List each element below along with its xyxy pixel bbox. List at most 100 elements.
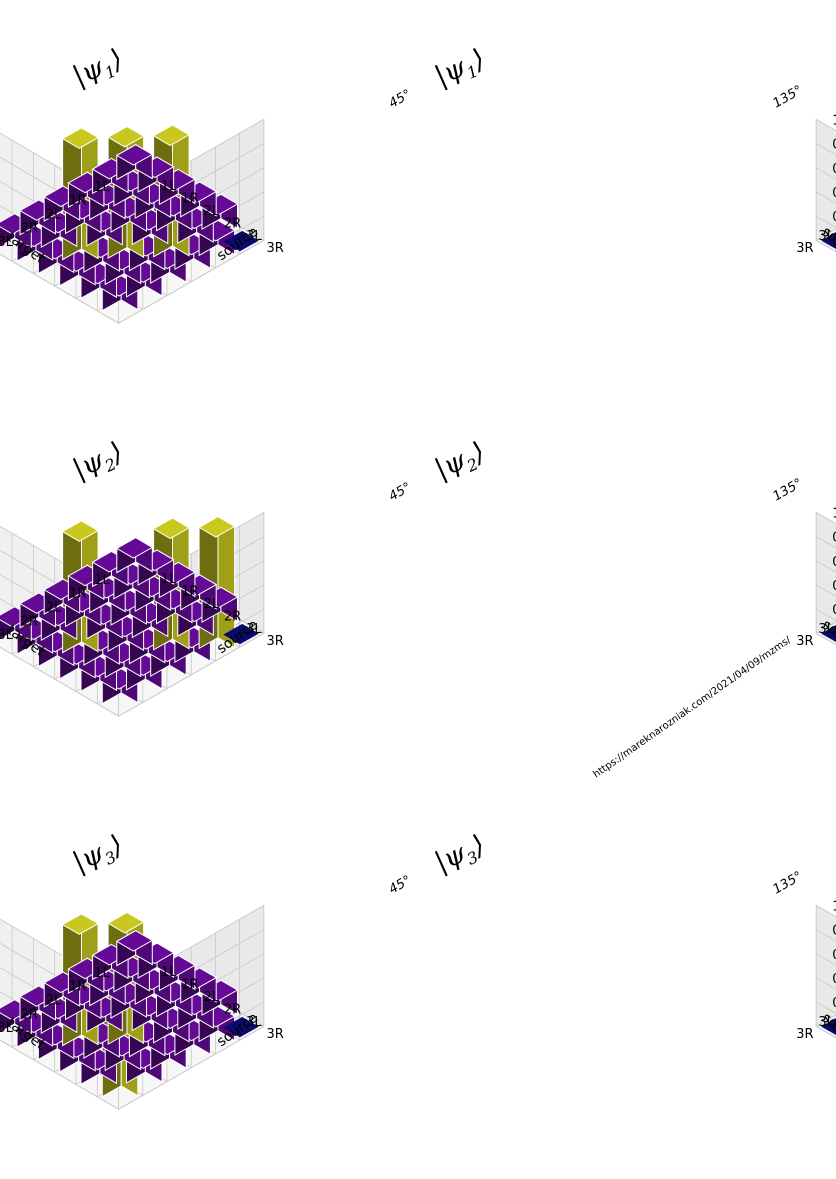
- z-tick-label: 0.0: [832, 1020, 836, 1035]
- bar: [115, 143, 154, 181]
- z-tick-label: 1.0: [832, 113, 836, 128]
- z-tick-label: 0.4: [832, 579, 836, 594]
- x-tick-label: 3R: [796, 634, 813, 649]
- x-tick-label: 2R: [224, 216, 241, 231]
- bar-top: [821, 1017, 836, 1035]
- y-tick-label: 3L: [0, 235, 14, 250]
- bar-side: [217, 515, 236, 649]
- bar: [18, 592, 57, 629]
- bar-top: [152, 517, 191, 540]
- bar-top: [115, 144, 154, 166]
- bar-top: [115, 537, 154, 559]
- z-tick-label: 0.4: [832, 186, 836, 201]
- view-angle-label: 45°: [387, 480, 414, 505]
- grid: [815, 119, 836, 253]
- bar: [223, 623, 259, 645]
- grid-line: [0, 1026, 264, 1110]
- panel-title: |ψ3⟩: [430, 829, 490, 881]
- panel-1-az135: 0.00.20.40.60.81.0P1L1L1R1R2L2L2R2R3L3L3…: [430, 43, 836, 264]
- bar-top: [61, 127, 100, 149]
- x-tick-label: 3L: [818, 229, 834, 244]
- y-tick-label: 2R: [21, 221, 38, 236]
- grid: [815, 905, 836, 1039]
- x-tick-label: 3L: [818, 622, 834, 637]
- category-ticks: 1L1L1R1R2L2L2R2R3L3L3R3R: [0, 572, 284, 649]
- x-tick-label: 2R: [224, 609, 241, 624]
- x-tick-label: 2R: [224, 1002, 241, 1017]
- panel-3-az45: 0.00.20.40.60.81.0P1L1L1R1R2L2L2R2R3L3L3…: [0, 829, 414, 1111]
- y-tick-label: 2L: [46, 208, 62, 223]
- bar: [821, 624, 836, 642]
- x-tick-label: 3L: [246, 229, 262, 244]
- panel-title: |ψ3⟩: [68, 829, 128, 881]
- grid-line: [816, 1026, 836, 1039]
- y-tick-label: 2L: [46, 994, 62, 1009]
- y-tick-label: 1R: [69, 980, 86, 995]
- view-angle-label: 135°: [771, 869, 806, 898]
- bars: [821, 624, 836, 642]
- y-tick-label: 1L: [94, 180, 110, 195]
- bars: [821, 1017, 836, 1035]
- category-ticks: 1L1L1R1R2L2L2R2R3L3L3R3R: [796, 229, 834, 256]
- x-tick-label: 3L: [246, 1015, 262, 1030]
- bars: [0, 911, 259, 1098]
- grid-line: [0, 240, 264, 324]
- view-angle-label: 45°: [387, 873, 414, 898]
- panel-title-text: |ψ2⟩: [68, 436, 128, 488]
- bar-top: [107, 125, 145, 148]
- z-tick-label: 0.2: [832, 603, 836, 618]
- panel-title: |ψ2⟩: [430, 436, 490, 488]
- y-tick-label: 2R: [21, 614, 38, 629]
- x-tick-label: 3R: [266, 1027, 283, 1042]
- panel-1-az45: 0.00.20.40.60.81.0P1L1L1R1R2L2L2R2R3L3L3…: [0, 43, 414, 325]
- x-tick-label: 3R: [796, 241, 813, 256]
- bar: [115, 929, 154, 967]
- grid-line: [816, 633, 836, 646]
- grid-line: [816, 240, 836, 253]
- panel-2-az45: 0.00.20.40.60.81.0P1L1L1R1R2L2L2R2R3L3L3…: [0, 436, 414, 718]
- grid: [815, 512, 836, 646]
- bar-top: [107, 911, 145, 934]
- bar-top: [223, 623, 259, 645]
- z-tick-label: 0.0: [832, 627, 836, 642]
- bar: [223, 230, 259, 252]
- z-tick-label: 0.4: [832, 972, 836, 987]
- bar-top: [821, 231, 836, 249]
- bars: [0, 124, 259, 312]
- bar: [821, 231, 836, 249]
- panel-title-text: |ψ1⟩: [430, 43, 490, 95]
- z-axis: 0.00.20.40.60.81.0P: [832, 113, 836, 249]
- panel-title-text: |ψ1⟩: [68, 43, 128, 95]
- panel-title: |ψ1⟩: [430, 43, 490, 95]
- x-tick-label: 1R: [181, 192, 198, 207]
- z-tick-label: 0.8: [832, 924, 836, 939]
- z-tick-label: 0.8: [832, 138, 836, 153]
- category-ticks: 1L1L1R1R2L2L2R2R3L3L3R3R: [0, 179, 284, 256]
- grid-line: [816, 240, 836, 253]
- x-tick-label: 3R: [266, 634, 283, 649]
- panel-title-text: |ψ2⟩: [430, 436, 490, 488]
- x-tick-label: 2L: [203, 990, 219, 1005]
- x-tick-label: 2L: [203, 597, 219, 612]
- bar-top: [223, 230, 259, 252]
- panel-title-text: |ψ3⟩: [68, 829, 128, 881]
- grid-line: [0, 633, 264, 717]
- bar-top: [198, 516, 236, 538]
- bar: [821, 1017, 836, 1035]
- z-tick-label: 0.6: [832, 162, 836, 177]
- z-tick-label: 0.6: [832, 948, 836, 963]
- category-ticks: 1L1L1R1R2L2L2R2R3L3L3R3R: [796, 1015, 834, 1042]
- x-tick-label: 1R: [181, 978, 198, 993]
- bar-top: [152, 124, 191, 147]
- z-tick-label: 1.0: [832, 899, 836, 914]
- y-tick-label: 1L: [94, 966, 110, 981]
- z-tick-label: 0.2: [832, 996, 836, 1011]
- category-ticks: 1L1L1R1R2L2L2R2R3L3L3R3R: [796, 622, 834, 649]
- source-url-watermark: https://mareknarozniak.com/2021/04/09/mz…: [591, 634, 793, 780]
- z-axis: 0.00.20.40.60.81.0P: [832, 899, 836, 1035]
- z-tick-label: 0.6: [832, 555, 836, 570]
- x-tick-label: 1L: [161, 572, 177, 587]
- z-tick-label: 1.0: [832, 506, 836, 521]
- y-tick-label: 3L: [0, 1021, 14, 1036]
